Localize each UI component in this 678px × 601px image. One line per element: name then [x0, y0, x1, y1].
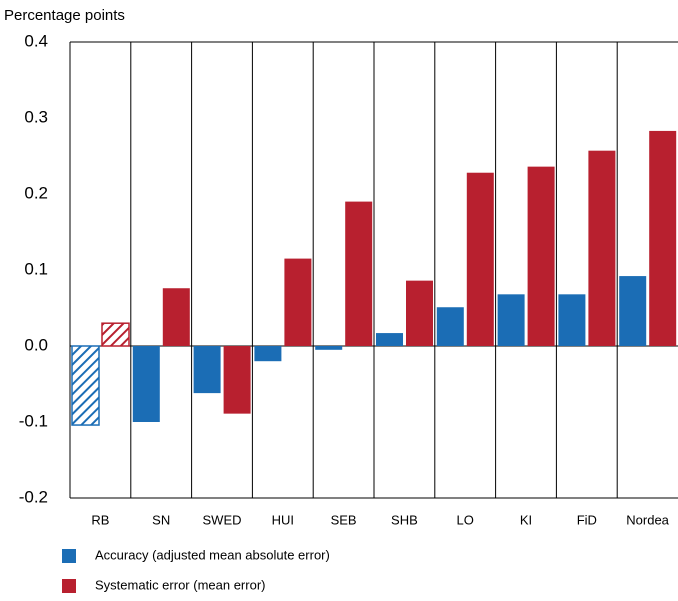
- bar: [223, 346, 251, 414]
- bar: [466, 172, 494, 346]
- y-tick-label: -0.2: [19, 487, 48, 506]
- bar: [101, 322, 130, 347]
- y-tick-label: 0.2: [24, 183, 48, 202]
- legend-label: Systematic error (mean error): [95, 577, 265, 592]
- x-tick-label: SWED: [203, 512, 242, 527]
- x-tick-label: SHB: [391, 512, 418, 527]
- bar: [132, 346, 160, 422]
- bar: [376, 333, 403, 346]
- x-tick-label: LO: [457, 512, 474, 527]
- legend-swatch: [62, 579, 76, 593]
- bar: [284, 258, 312, 346]
- bar: [406, 280, 433, 346]
- x-tick-label: SEB: [331, 512, 357, 527]
- y-tick-label: -0.1: [19, 411, 48, 430]
- bar: [558, 294, 586, 346]
- bar: [649, 130, 677, 346]
- bar: [527, 166, 555, 346]
- y-tick-label: 0.1: [24, 259, 48, 278]
- bar: [315, 346, 343, 350]
- bar: [71, 345, 100, 426]
- bar: [497, 294, 525, 346]
- x-tick-label: FiD: [577, 512, 597, 527]
- x-tick-label: Nordea: [626, 512, 669, 527]
- x-tick-label: KI: [520, 512, 532, 527]
- bar: [193, 346, 221, 394]
- bar: [588, 150, 616, 346]
- y-tick-label: 0.3: [24, 107, 48, 126]
- bar: [162, 288, 190, 346]
- y-axis-label: Percentage points: [4, 7, 125, 24]
- bar: [619, 276, 647, 346]
- bar: [254, 346, 282, 362]
- y-tick-label: 0.4: [24, 31, 48, 50]
- bar: [345, 201, 373, 346]
- x-tick-label: HUI: [272, 512, 294, 527]
- x-tick-label: SN: [152, 512, 170, 527]
- bar: [436, 307, 464, 346]
- y-tick-label: 0.0: [24, 335, 48, 354]
- x-tick-label: RB: [91, 512, 109, 527]
- legend-swatch: [62, 549, 76, 563]
- legend-label: Accuracy (adjusted mean absolute error): [95, 547, 330, 562]
